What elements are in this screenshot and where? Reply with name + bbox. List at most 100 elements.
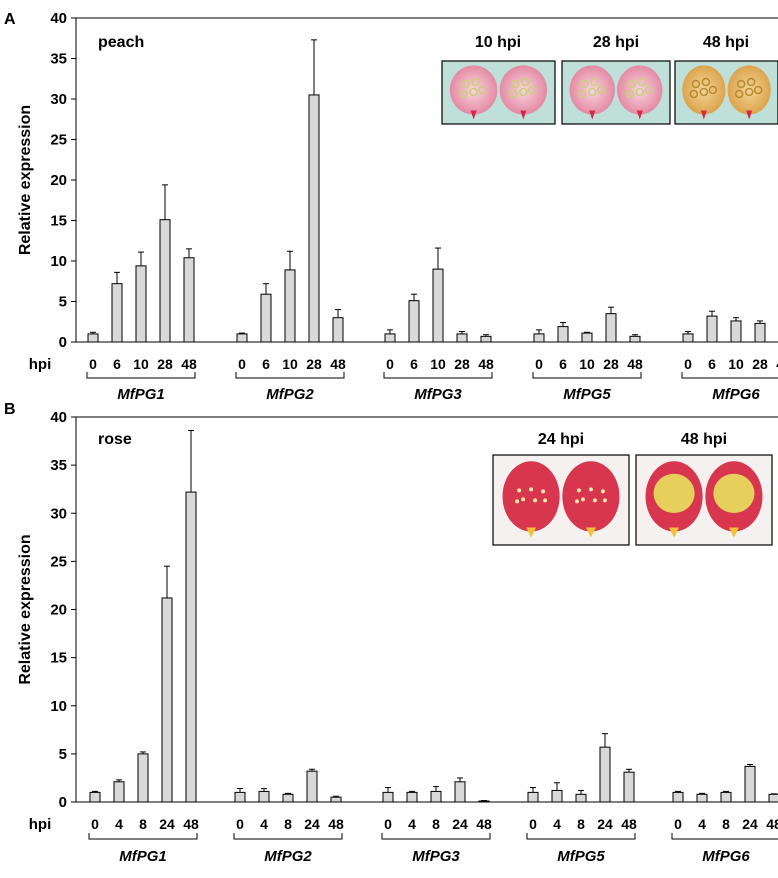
- group-bracket: [532, 372, 642, 379]
- x-tick-label: 48: [478, 356, 494, 372]
- petal-base: [589, 110, 596, 120]
- group-MfPG3: 0 6 10 28 48 MfPG3: [383, 247, 494, 403]
- lesion-spot: [627, 79, 637, 89]
- inset-photo: 28 hpi: [561, 34, 671, 125]
- bar: [330, 796, 342, 803]
- gene-label: MfPG1: [119, 848, 167, 865]
- bar: [408, 300, 420, 343]
- inset-label: 28 hpi: [593, 34, 639, 51]
- inset-label: 48 hpi: [681, 431, 727, 448]
- inoculum-dot: [602, 498, 607, 503]
- petal: [562, 461, 620, 532]
- petal: [502, 461, 560, 532]
- x-tick-label: 8: [432, 816, 440, 832]
- y-tick-label: 20: [50, 602, 67, 619]
- x-tick-label: 4: [115, 816, 123, 832]
- y-tick-label: 10: [50, 698, 67, 715]
- x-tick-label: 4: [260, 816, 268, 832]
- x-tick-label: 4: [553, 816, 561, 832]
- petal-base: [669, 527, 680, 538]
- bar: [480, 335, 492, 343]
- x-tick-label: 24: [597, 816, 613, 832]
- x-axis-label: hpi: [29, 816, 52, 833]
- lesion-spot: [746, 77, 756, 87]
- bar: [706, 315, 718, 343]
- bar: [183, 257, 195, 343]
- inset-label: 10 hpi: [475, 34, 521, 51]
- y-axis-label: Relative expression: [17, 105, 34, 255]
- gene-label: MfPG1: [117, 386, 165, 403]
- gene-label: MfPG5: [563, 386, 611, 403]
- x-tick-label: 48: [330, 356, 346, 372]
- x-tick-label: 8: [577, 816, 585, 832]
- lesion-spot: [459, 89, 468, 99]
- inoculum-dot: [600, 489, 605, 494]
- petal: [727, 65, 771, 115]
- lesion-spot: [753, 85, 763, 95]
- inoculum-dot: [533, 498, 538, 503]
- x-tick-label: 8: [284, 816, 292, 832]
- x-tick-label: 48: [776, 356, 778, 372]
- lesion-spot: [469, 87, 478, 97]
- x-tick-label: 28: [157, 356, 173, 372]
- bar: [234, 791, 246, 803]
- x-tick-label: 48: [328, 816, 344, 832]
- bar: [527, 791, 539, 803]
- lesion-spot: [587, 87, 597, 97]
- group-bracket: [383, 372, 493, 379]
- y-tick-label: 5: [59, 746, 67, 763]
- gene-label: MfPG6: [702, 848, 750, 865]
- x-tick-label: 48: [621, 816, 637, 832]
- x-tick-label: 48: [476, 816, 492, 832]
- lesion-spot: [635, 87, 645, 97]
- gene-label: MfPG2: [264, 848, 312, 865]
- group-bracket: [526, 833, 636, 840]
- bar: [730, 320, 742, 343]
- petal-base: [728, 527, 739, 538]
- lesion-spot: [699, 87, 709, 97]
- inoculum-dot: [592, 498, 597, 503]
- x-tick-label: 48: [181, 356, 197, 372]
- lesion-spot: [471, 77, 480, 87]
- panel-title: rose: [98, 431, 132, 448]
- x-tick-label: 10: [430, 356, 446, 372]
- gene-label: MfPG5: [557, 848, 605, 865]
- lesion-area: [713, 473, 755, 514]
- x-tick-label: 8: [139, 816, 147, 832]
- x-tick-label: 10: [728, 356, 744, 372]
- inoculum-dot: [580, 497, 585, 502]
- petal: [499, 65, 548, 115]
- inset-label: 24 hpi: [538, 431, 584, 448]
- inset-photo: 24 hpi: [492, 431, 630, 546]
- bar: [432, 268, 444, 343]
- bar: [533, 333, 545, 343]
- group-bracket: [235, 372, 345, 379]
- x-tick-label: 10: [133, 356, 149, 372]
- group-bracket: [381, 833, 491, 840]
- lesion-spot: [478, 85, 487, 95]
- x-tick-label: 0: [89, 356, 97, 372]
- x-tick-label: 28: [306, 356, 322, 372]
- x-tick-label: 48: [766, 816, 778, 832]
- bar: [551, 789, 563, 803]
- bar: [478, 800, 490, 803]
- lesion-spot: [596, 85, 606, 95]
- inoculum-dot: [588, 487, 593, 492]
- x-tick-label: 24: [159, 816, 175, 832]
- gene-label: MfPG3: [414, 386, 462, 403]
- y-axis-label: Relative expression: [17, 534, 34, 684]
- x-tick-label: 48: [627, 356, 643, 372]
- group-bracket: [233, 833, 343, 840]
- bar: [282, 793, 294, 803]
- inoculum-dot: [543, 498, 548, 503]
- bar: [406, 791, 418, 803]
- bar: [575, 793, 587, 803]
- lesion-spot: [528, 85, 537, 95]
- group-MfPG5: 0 6 10 28 48 MfPG5: [532, 306, 643, 403]
- panel-title: peach: [98, 34, 144, 51]
- inset-photo: 10 hpi: [441, 34, 556, 125]
- bar: [430, 790, 442, 803]
- y-tick-label: 15: [50, 650, 67, 667]
